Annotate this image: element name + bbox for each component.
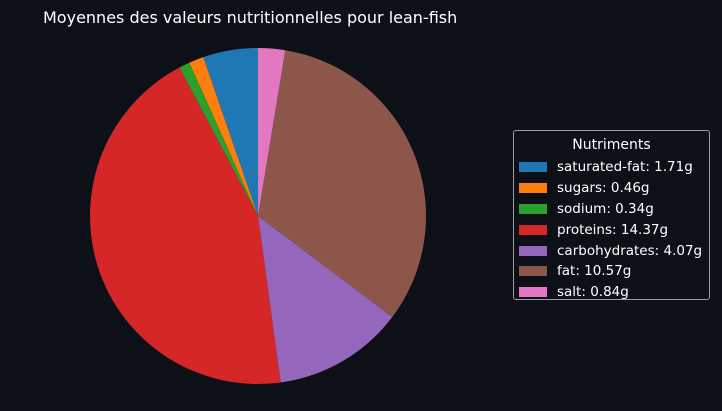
- pie-slice-fat: [258, 50, 426, 317]
- pie-slice-sugars: [189, 57, 258, 217]
- pie-slice-saturated-fat: [203, 48, 258, 216]
- legend-swatch: [519, 245, 547, 256]
- pie-slice-proteins: [89, 67, 281, 385]
- legend-item-proteins: proteins: 14.37g: [514, 219, 709, 240]
- legend-label: sodium: 0.34g: [557, 200, 654, 217]
- pie-slice-sodium: [179, 62, 258, 216]
- legend-items: saturated-fat: 1.71g sugars: 0.46g sodium:…: [514, 157, 709, 303]
- pie-slice-salt: [258, 48, 286, 216]
- legend-item-salt: salt: 0.84g: [514, 282, 709, 303]
- legend-item-carbohydrates: carbohydrates: 4.07g: [514, 240, 709, 261]
- legend: Nutriments saturated-fat: 1.71g sugars: 0…: [513, 130, 710, 300]
- pie-slice-carbohydrates: [258, 216, 393, 383]
- legend-swatch: [519, 162, 547, 173]
- legend-swatch: [519, 287, 547, 298]
- legend-label: fat: 10.57g: [557, 263, 632, 280]
- legend-swatch: [519, 183, 547, 194]
- legend-label: salt: 0.84g: [557, 284, 629, 301]
- legend-item-sodium: sodium: 0.34g: [514, 199, 709, 220]
- legend-swatch: [519, 224, 547, 235]
- legend-label: carbohydrates: 4.07g: [557, 242, 703, 259]
- legend-title: Nutriments: [572, 137, 651, 153]
- legend-swatch: [519, 266, 547, 277]
- legend-label: saturated-fat: 1.71g: [557, 159, 693, 176]
- legend-item-saturated-fat: saturated-fat: 1.71g: [514, 157, 709, 178]
- legend-label: sugars: 0.46g: [557, 180, 650, 197]
- chart-title: Moyennes des valeurs nutritionnelles pou…: [43, 8, 458, 27]
- legend-label: proteins: 14.37g: [557, 221, 669, 238]
- legend-item-sugars: sugars: 0.46g: [514, 178, 709, 199]
- legend-item-fat: fat: 10.57g: [514, 261, 709, 282]
- legend-swatch: [519, 203, 547, 214]
